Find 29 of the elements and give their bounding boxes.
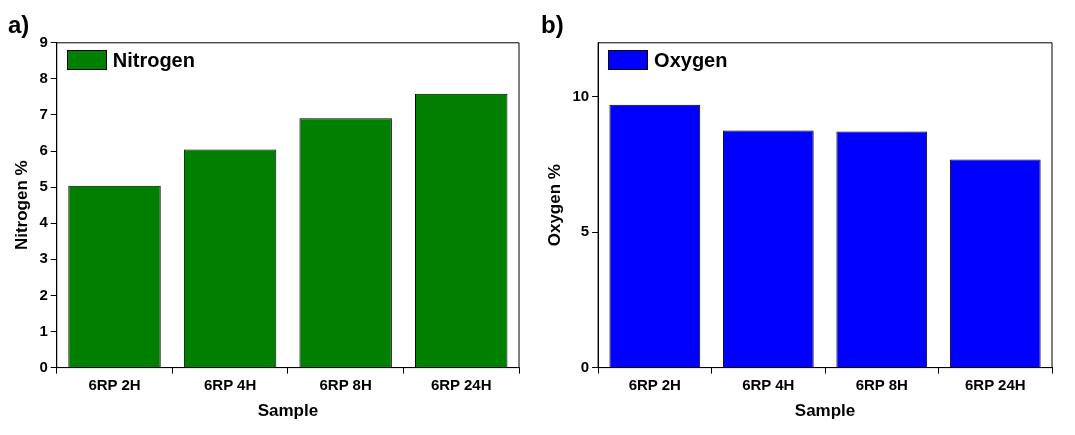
y-tick-label: 1 [39,321,48,339]
y-tick-label: 8 [39,69,48,87]
y-tick-label: 6 [39,141,48,159]
x-tick-label: 6RP 2H [628,375,681,393]
y-tick-label: 3 [39,249,48,267]
y-tick-label: 0 [39,357,48,375]
y-axis-title: Oxygen % [544,164,564,247]
y-axis-title: Nitrogen % [11,160,31,251]
x-tick-label: 6RP 4H [742,375,795,393]
y-tick-label: 5 [580,222,590,240]
x-tick-label: 6RP 24H [964,375,1026,393]
x-tick-label: 6RP 4H [203,375,257,393]
x-tick-label: 6RP 2H [88,375,141,393]
x-tick-label: 6RP 8H [855,375,908,393]
y-tick-label: 10 [572,87,590,105]
x-axis-title: Sample [257,401,319,421]
x-axis-title: Sample [794,401,856,421]
text: Nitrogen [112,48,195,72]
x-tick-label: 6RP 24H [430,375,492,393]
y-tick-label: 4 [39,213,49,231]
y-tick-label: 0 [580,357,590,375]
y-tick-label: 9 [39,32,48,50]
x-tick-label: 6RP 8H [319,375,372,393]
y-tick-label: 2 [39,285,48,303]
y-tick-label: 7 [39,105,48,123]
chart-title: b) [541,11,564,39]
chart-title: a) [8,11,30,39]
y-tick-label: 5 [39,177,48,195]
series-label: Oxygen [654,48,728,72]
